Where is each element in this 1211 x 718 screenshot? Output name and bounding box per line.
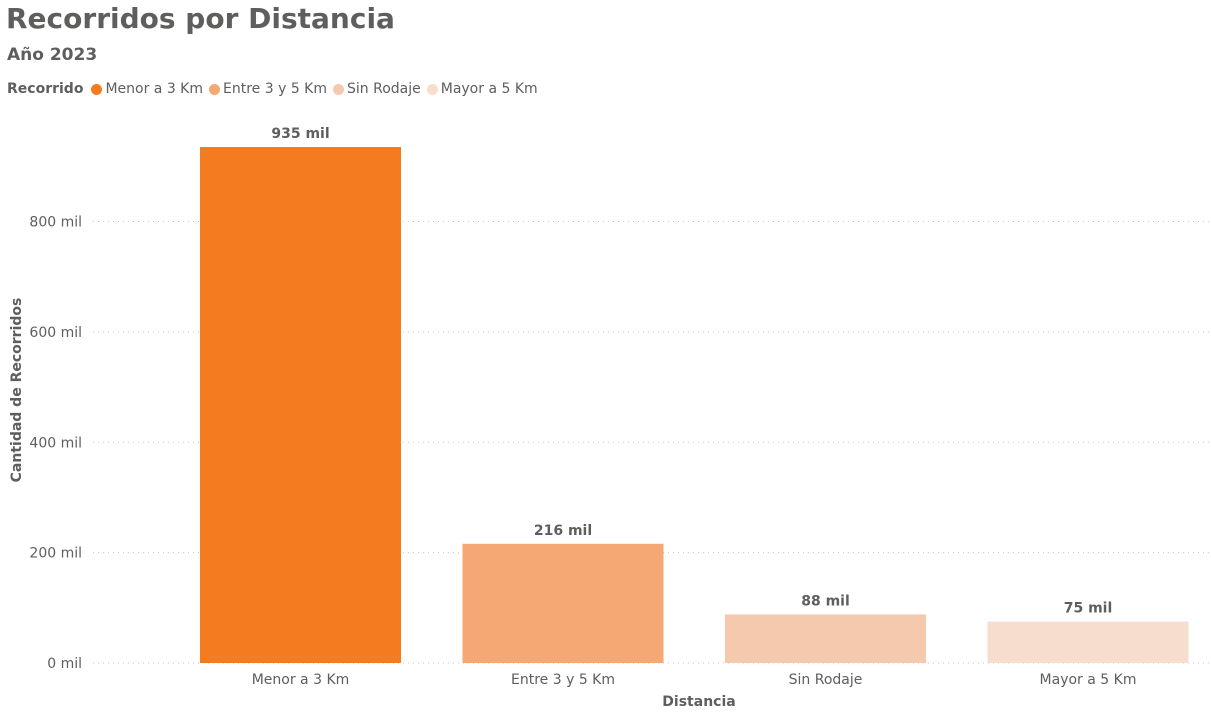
bar[interactable] bbox=[987, 621, 1189, 663]
y-tick-label: 800 mil bbox=[29, 215, 82, 231]
y-tick-label: 0 mil bbox=[47, 656, 82, 672]
data-label: 88 mil bbox=[801, 593, 850, 609]
bar[interactable] bbox=[200, 147, 401, 663]
data-label: 75 mil bbox=[1064, 601, 1113, 617]
legend-label-mayor-5km: Mayor a 5 Km bbox=[440, 81, 538, 97]
legend-dot-sin-rodaje bbox=[333, 83, 344, 95]
y-tick-label: 200 mil bbox=[29, 546, 82, 562]
legend: Recorrido Menor a 3 Km Entre 3 y 5 Km Si… bbox=[7, 81, 544, 97]
x-tick-label: Menor a 3 Km bbox=[252, 672, 350, 688]
bar[interactable] bbox=[462, 543, 664, 663]
bar[interactable] bbox=[725, 614, 926, 663]
y-axis-ticks: 0 mil 200 mil 400 mil 600 mil 800 mil bbox=[29, 215, 82, 672]
x-tick-label: Mayor a 5 Km bbox=[1040, 672, 1137, 688]
legend-label-entre-3-5km: Entre 3 y 5 Km bbox=[223, 81, 327, 97]
y-tick-label: 600 mil bbox=[29, 325, 82, 341]
legend-item-mayor-5km[interactable]: Mayor a 5 Km bbox=[426, 81, 538, 97]
x-axis-title: Distancia bbox=[662, 694, 735, 710]
legend-label-sin-rodaje: Sin Rodaje bbox=[347, 81, 421, 97]
chart-subtitle: Año 2023 bbox=[7, 45, 98, 65]
legend-title: Recorrido bbox=[7, 81, 84, 97]
data-label: 216 mil bbox=[534, 523, 592, 539]
data-label: 935 mil bbox=[271, 126, 329, 142]
legend-dot-entre-3-5km bbox=[209, 83, 220, 95]
legend-dot-menor-3km bbox=[91, 83, 103, 95]
legend-dot-mayor-5km bbox=[426, 83, 438, 95]
legend-item-sin-rodaje[interactable]: Sin Rodaje bbox=[333, 81, 421, 97]
legend-item-entre-3-5km[interactable]: Entre 3 y 5 Km bbox=[209, 81, 327, 97]
y-tick-label: 400 mil bbox=[29, 435, 82, 451]
chart-title: Recorridos por Distancia bbox=[6, 2, 395, 35]
x-axis-ticks: Menor a 3 Km Entre 3 y 5 Km Sin Rodaje Mayo… bbox=[252, 672, 1137, 688]
x-tick-label: Entre 3 y 5 Km bbox=[511, 672, 615, 688]
bars bbox=[200, 147, 1189, 663]
y-axis-title: Cantidad de Recorridos bbox=[9, 298, 25, 483]
legend-item-menor-3km[interactable]: Menor a 3 Km bbox=[91, 81, 203, 97]
legend-label-menor-3km: Menor a 3 Km bbox=[105, 81, 203, 97]
x-tick-label: Sin Rodaje bbox=[789, 672, 863, 688]
data-labels: 935 mil 216 mil 88 mil 75 mil bbox=[271, 126, 1112, 617]
